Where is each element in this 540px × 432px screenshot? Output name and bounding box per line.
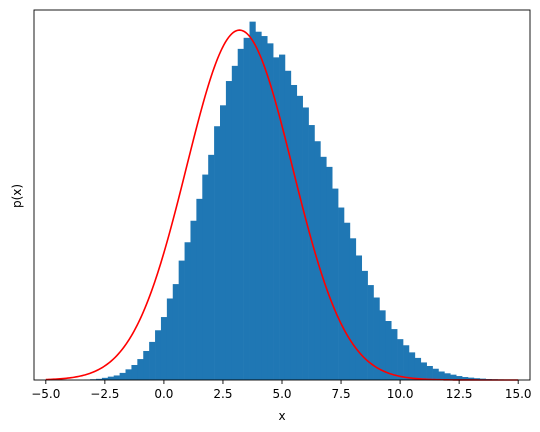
x-axis-label: x <box>278 409 285 423</box>
histogram-bar <box>361 270 368 380</box>
histogram-bars <box>84 21 510 381</box>
histogram-bar <box>426 365 433 380</box>
histogram-bar <box>414 357 422 380</box>
histogram-bar <box>166 298 174 380</box>
histogram-bar <box>432 368 439 380</box>
histogram-bar <box>261 36 268 381</box>
histogram-bar <box>385 321 392 380</box>
histogram-bar <box>349 238 357 380</box>
histogram-bar <box>237 48 244 381</box>
histogram-bar <box>267 43 274 380</box>
histogram-bar <box>468 377 475 380</box>
histogram-bar <box>255 31 262 381</box>
histogram-bar <box>273 57 280 381</box>
histogram-bar <box>403 345 410 380</box>
histogram-bar <box>172 284 179 380</box>
histogram-bar <box>279 54 286 380</box>
histogram-bar <box>326 166 333 380</box>
x-tick-label: 2.5 <box>213 387 232 401</box>
histogram-bar <box>344 222 351 380</box>
x-tick-label: 10.0 <box>387 387 414 401</box>
histogram-bar <box>320 156 327 380</box>
histogram-bar <box>355 255 363 380</box>
x-tick-label: 15.0 <box>505 387 532 401</box>
histogram-bar <box>302 107 309 380</box>
histogram-bar <box>149 341 156 380</box>
x-tick-label: 5.0 <box>272 387 291 401</box>
histogram-bar <box>220 105 227 380</box>
histogram-bar <box>231 65 239 380</box>
histogram-bar <box>462 377 469 380</box>
x-tick-label: −2.5 <box>90 387 119 401</box>
x-tick-label: 12.5 <box>446 387 473 401</box>
histogram-bar <box>473 378 481 380</box>
histogram-bar <box>338 207 345 380</box>
histogram-bar <box>113 375 120 380</box>
histogram-bar <box>456 376 463 380</box>
histogram-bar <box>119 372 126 380</box>
histogram-bar <box>107 376 115 380</box>
x-tick-label: 7.5 <box>332 387 351 401</box>
x-axis-ticks: −5.0 −2.5 0.0 2.5 5.0 7.5 10.0 12.5 15.0 <box>31 380 532 401</box>
y-axis-label: p(x) <box>10 184 24 208</box>
histogram-bar <box>225 81 233 380</box>
histogram-bar <box>438 371 445 380</box>
histogram-bar <box>137 359 144 380</box>
histogram-bar <box>243 37 250 380</box>
x-tick-label: 0.0 <box>154 387 173 401</box>
histogram-bar <box>190 220 197 380</box>
histogram-bar <box>367 285 374 380</box>
histogram-bar <box>208 154 215 380</box>
histogram-bar <box>143 350 150 380</box>
histogram-bar <box>450 374 457 380</box>
histogram-bar <box>131 365 138 380</box>
histogram-bar <box>125 369 132 380</box>
histogram-bar <box>101 377 109 380</box>
histogram-bar <box>379 310 386 380</box>
histogram-bar <box>155 330 162 380</box>
histogram-bar <box>444 373 451 380</box>
histogram-bar <box>373 297 380 380</box>
histogram-bar <box>96 378 103 380</box>
histogram-bar <box>184 242 191 380</box>
histogram-bar <box>420 362 427 380</box>
histogram-bar <box>178 260 185 380</box>
histogram-bar <box>202 174 209 380</box>
histogram-bar <box>249 21 256 380</box>
histogram-bar <box>290 84 298 381</box>
x-tick-label: −5.0 <box>31 387 60 401</box>
histogram-bar <box>160 317 168 380</box>
histogram-bar <box>196 198 203 380</box>
histogram-bar <box>408 352 416 380</box>
histogram-bar <box>397 339 404 380</box>
histogram-bar <box>391 329 398 380</box>
histogram-bar <box>308 125 315 380</box>
histogram-bar <box>332 188 339 380</box>
histogram-bar <box>214 126 221 380</box>
histogram-bar <box>296 95 303 380</box>
histogram-bar <box>284 70 292 380</box>
